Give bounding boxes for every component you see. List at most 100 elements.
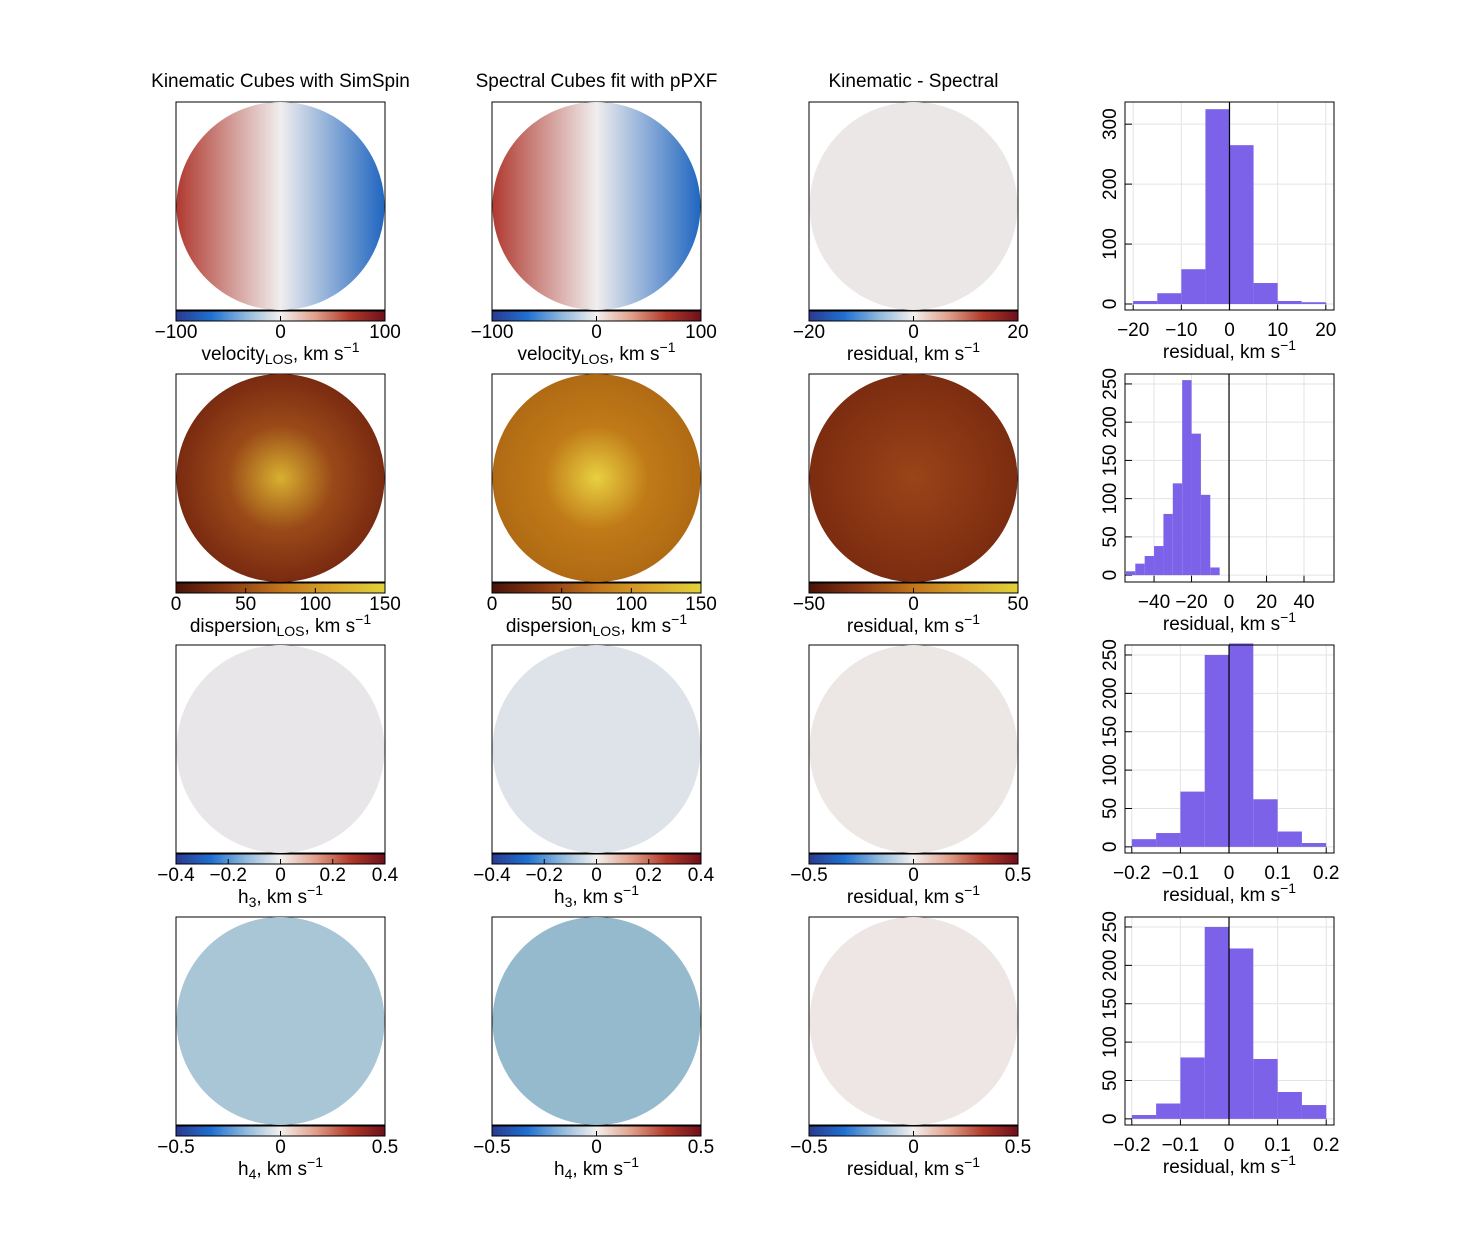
bar — [1253, 799, 1278, 847]
map-image — [809, 917, 1018, 1125]
x-tick-label: −20 — [793, 322, 825, 343]
y-tick-label: 250 — [1100, 368, 1121, 400]
x-tick-label: −0.1 — [1162, 1135, 1200, 1156]
map-image — [176, 645, 385, 853]
axis-label: h4, km s−1 — [554, 1154, 639, 1182]
bar — [1144, 556, 1155, 576]
y-tick-label: 150 — [1100, 716, 1121, 748]
x-tick-label: 0 — [908, 594, 919, 615]
axis-label: dispersionLOS, km s−1 — [190, 611, 371, 639]
axes-frame — [1124, 644, 1335, 854]
x-tick-label: 0 — [487, 594, 498, 615]
axis-label: residual, km s−1 — [847, 611, 980, 637]
x-tick-label: 0 — [275, 865, 286, 886]
bar — [1131, 1115, 1157, 1119]
bar — [1210, 567, 1220, 576]
bar — [1200, 494, 1211, 576]
x-tick-label: 100 — [299, 594, 331, 615]
bar — [1135, 563, 1145, 576]
x-tick-label: 0.4 — [688, 865, 715, 886]
x-tick-label: 40 — [1293, 592, 1314, 613]
x-tick-label: −0.5 — [790, 1137, 828, 1158]
bar — [1133, 301, 1158, 305]
x-tick-label: 50 — [551, 594, 572, 615]
map-image — [492, 374, 701, 582]
x-tick-label: 100 — [615, 594, 647, 615]
y-tick-label: 150 — [1100, 988, 1121, 1020]
x-tick-label: −100 — [471, 322, 514, 343]
x-tick-label: 0 — [908, 865, 919, 886]
axis-label: residual, km s−1 — [1163, 609, 1296, 635]
x-tick-label: 0 — [908, 1137, 919, 1158]
y-tick-label: 200 — [1100, 678, 1121, 710]
bar — [1182, 380, 1192, 576]
x-tick-label: −0.5 — [790, 865, 828, 886]
x-tick-label: −0.4 — [157, 865, 195, 886]
x-tick-label: 100 — [369, 322, 401, 343]
bar — [1131, 839, 1157, 847]
x-tick-label: 100 — [685, 322, 717, 343]
bar — [1172, 483, 1183, 576]
bar — [1156, 1103, 1181, 1119]
axis-label: residual, km s−1 — [847, 339, 980, 365]
axis-label: velocityLOS, km s−1 — [201, 339, 359, 367]
bar — [1125, 571, 1136, 576]
panel-title: Kinematic - Spectral — [828, 71, 998, 92]
x-tick-label: 150 — [369, 594, 401, 615]
x-tick-label: 0 — [171, 594, 182, 615]
x-tick-label: 20 — [1315, 320, 1336, 341]
map-image — [492, 645, 701, 853]
map-image — [176, 917, 385, 1125]
x-tick-label: 0 — [1224, 320, 1235, 341]
axis-label: residual, km s−1 — [1163, 337, 1296, 363]
axes-frame — [1124, 916, 1335, 1126]
x-tick-label: 0.2 — [320, 865, 346, 886]
axis-label: h3, km s−1 — [554, 882, 639, 910]
y-tick-label: 300 — [1100, 108, 1121, 140]
x-tick-label: −0.2 — [525, 865, 563, 886]
bar — [1301, 843, 1327, 847]
x-tick-label: 50 — [1007, 594, 1028, 615]
bar — [1277, 301, 1302, 305]
y-tick-label: 0 — [1100, 570, 1121, 581]
x-tick-label: −10 — [1165, 320, 1197, 341]
map-image — [492, 917, 701, 1125]
y-tick-label: 0 — [1100, 299, 1121, 310]
x-tick-label: −0.5 — [157, 1137, 195, 1158]
axis-label: h3, km s−1 — [238, 882, 323, 910]
axes-frame — [1124, 101, 1335, 311]
x-tick-label: 50 — [235, 594, 256, 615]
x-tick-label: 0.5 — [688, 1137, 714, 1158]
bar — [1229, 948, 1254, 1119]
x-tick-label: 0 — [591, 1137, 602, 1158]
x-tick-label: 0 — [591, 322, 602, 343]
x-tick-label: −0.5 — [473, 1137, 511, 1158]
x-tick-label: 0.5 — [372, 1137, 398, 1158]
x-tick-label: 0.1 — [1264, 1135, 1290, 1156]
axis-label: residual, km s−1 — [847, 882, 980, 908]
map-image — [176, 374, 385, 582]
y-tick-label: 100 — [1100, 483, 1121, 515]
colorbar — [175, 582, 386, 594]
x-tick-label: 0 — [1224, 863, 1235, 884]
map-image — [492, 102, 701, 310]
axis-label: residual, km s−1 — [1163, 1152, 1296, 1178]
bar — [1253, 283, 1278, 305]
map-image — [809, 645, 1018, 853]
bar — [1180, 1057, 1205, 1119]
x-tick-label: 20 — [1007, 322, 1028, 343]
y-tick-label: 100 — [1100, 1026, 1121, 1058]
y-tick-label: 100 — [1100, 754, 1121, 786]
axis-label: residual, km s−1 — [847, 1154, 980, 1180]
x-tick-label: −0.2 — [1113, 863, 1151, 884]
bar — [1157, 293, 1182, 305]
bar — [1301, 1105, 1327, 1119]
y-tick-label: 50 — [1100, 1070, 1121, 1091]
map-image — [176, 102, 385, 310]
x-tick-label: −40 — [1138, 592, 1170, 613]
x-tick-label: 0.5 — [1005, 1137, 1031, 1158]
y-tick-label: 250 — [1100, 639, 1121, 671]
y-tick-label: 0 — [1100, 1114, 1121, 1125]
x-tick-label: 0.2 — [636, 865, 662, 886]
